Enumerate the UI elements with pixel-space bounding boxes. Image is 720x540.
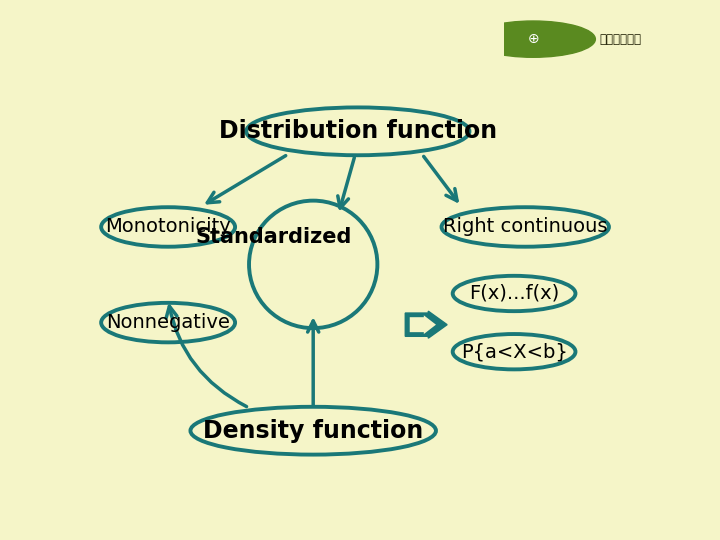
Text: 安徽师范大学: 安徽师范大学 <box>600 32 642 46</box>
Text: Standardized: Standardized <box>196 227 352 247</box>
Polygon shape <box>405 311 447 338</box>
Text: Density function: Density function <box>203 418 423 443</box>
Text: ⊕: ⊕ <box>527 32 539 46</box>
Text: P{a<X<b}: P{a<X<b} <box>461 342 567 361</box>
Circle shape <box>471 21 595 57</box>
Text: Right continuous: Right continuous <box>443 218 608 237</box>
Text: Monotonicity: Monotonicity <box>105 218 231 237</box>
Text: F(x)...f(x): F(x)...f(x) <box>469 284 559 303</box>
Text: Nonnegative: Nonnegative <box>106 313 230 332</box>
Text: Distribution function: Distribution function <box>219 119 497 143</box>
Polygon shape <box>410 315 436 334</box>
